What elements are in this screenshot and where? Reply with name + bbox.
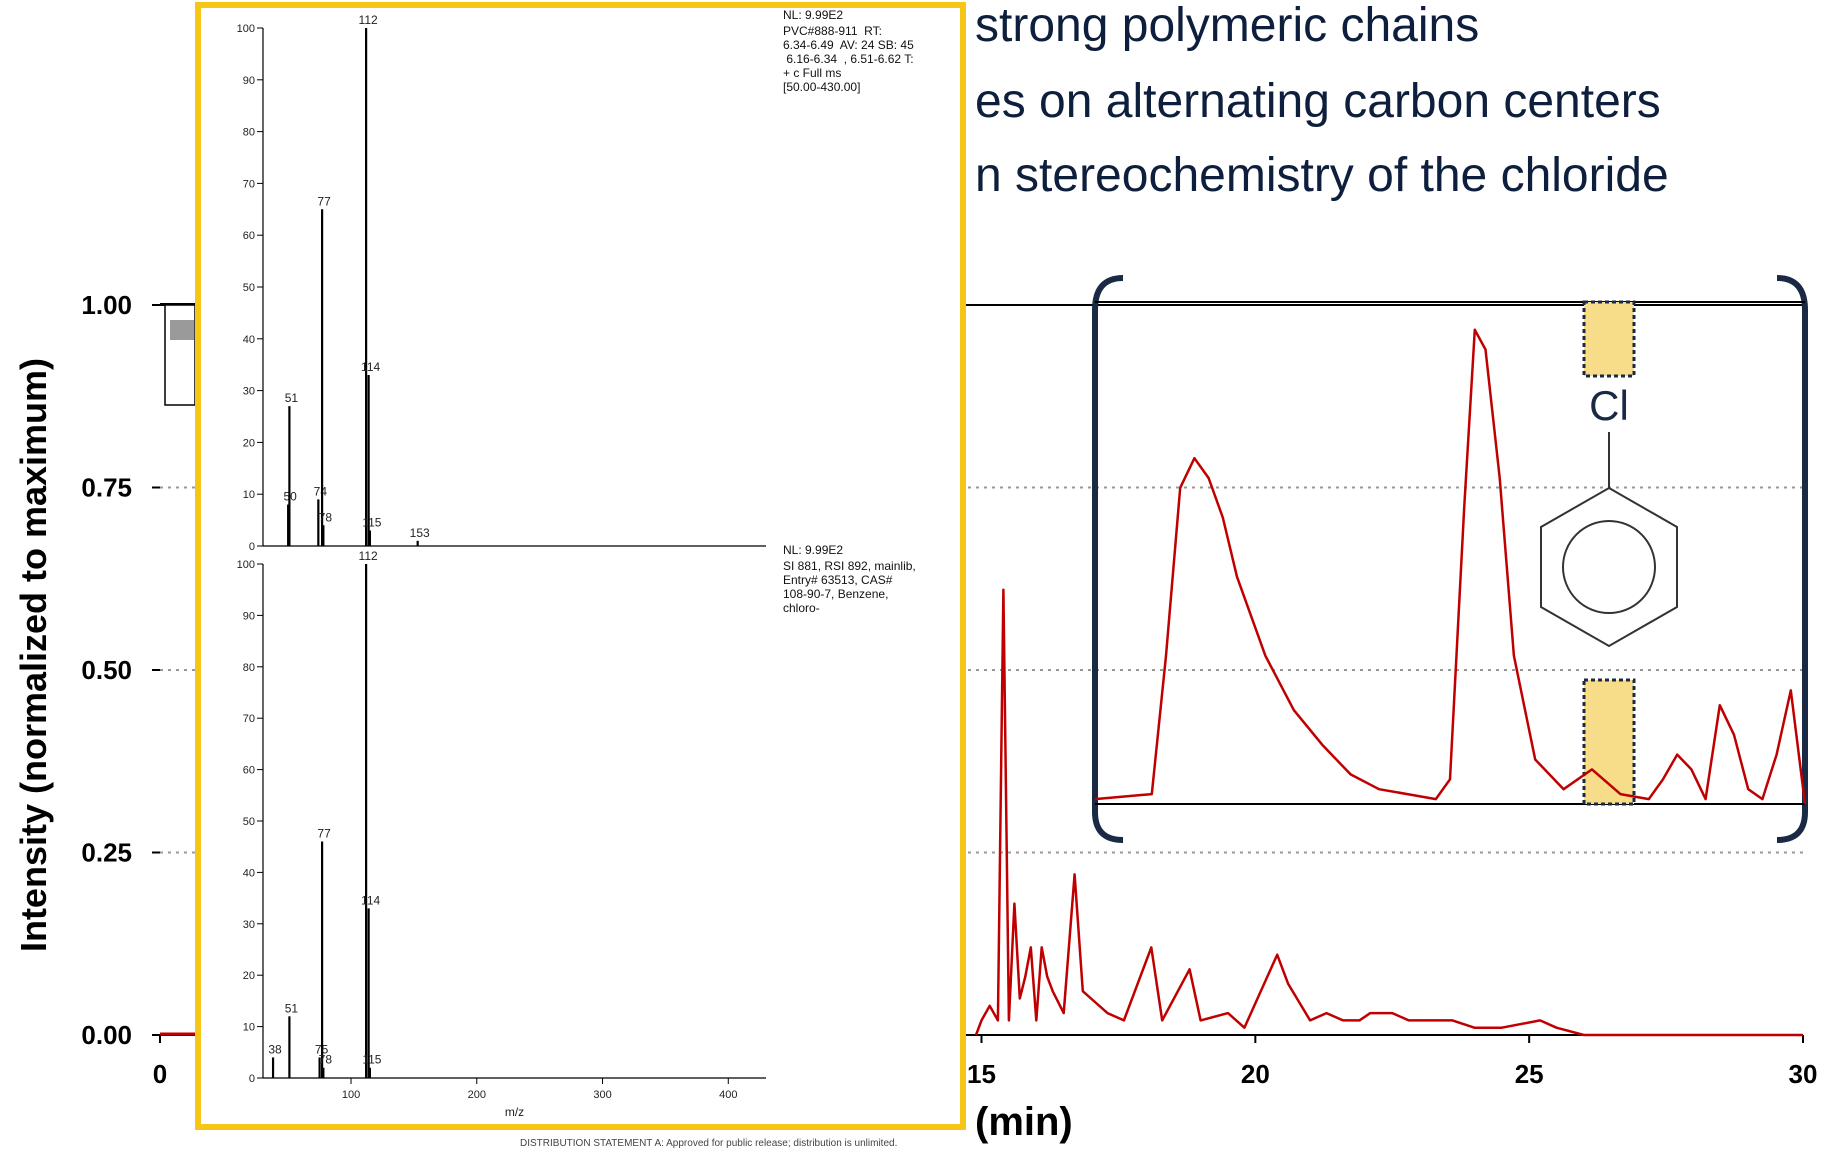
y-tick-label: 1.00 bbox=[81, 290, 132, 320]
x-tick-label: 30 bbox=[1789, 1059, 1818, 1089]
chromatogram-line bbox=[974, 588, 1803, 1037]
ms-y-tick-label: 20 bbox=[243, 437, 255, 449]
ms-y-tick-label: 20 bbox=[243, 970, 255, 982]
ms-y-tick-label: 80 bbox=[243, 127, 255, 139]
ms-y-tick-label: 50 bbox=[243, 816, 255, 828]
ms-y-tick-label: 50 bbox=[243, 282, 255, 294]
inset-brackets bbox=[1092, 275, 1808, 843]
mass-spectra: 0102030405060708090100505174777811211411… bbox=[237, 13, 766, 1119]
ms-y-tick-label: 70 bbox=[243, 178, 255, 190]
ms-y-tick-label: 10 bbox=[243, 489, 255, 501]
chlorobenzene-structure: Cl bbox=[1540, 382, 1678, 648]
chlorine-label: Cl bbox=[1589, 382, 1629, 429]
ms-y-tick-label: 90 bbox=[243, 610, 255, 622]
x-tick-label: 15 bbox=[967, 1059, 996, 1089]
y-axis-label: Intensity (normalized to maximum) bbox=[13, 357, 54, 953]
ms-bottom-nl: NL: 9.99E2 bbox=[783, 543, 844, 557]
ms-top-header: PVC#888-911 RT: 6.34-6.49 AV: 24 SB: 45 … bbox=[783, 24, 914, 94]
bullet-3: n stereochemistry of the chloride bbox=[975, 149, 1669, 202]
ms-bottom-spectrum: 0102030405060708090100385175777811211411… bbox=[237, 549, 766, 1119]
ms-y-tick-label: 100 bbox=[237, 23, 255, 35]
ms-peak-label: 153 bbox=[410, 526, 430, 540]
x-axis-label: (min) bbox=[975, 1100, 1073, 1144]
ms-y-tick-label: 70 bbox=[243, 713, 255, 725]
ms-top-nl: NL: 9.99E2 bbox=[783, 8, 844, 22]
y-tick-label: 0.75 bbox=[81, 473, 132, 503]
ms-x-tick-label: 400 bbox=[719, 1089, 737, 1101]
ms-y-tick-label: 80 bbox=[243, 662, 255, 674]
highlight-top bbox=[1582, 300, 1636, 378]
ms-peak-label: 112 bbox=[359, 13, 378, 27]
ms-peak-label: 115 bbox=[362, 515, 381, 529]
ms-x-tick-label: 200 bbox=[468, 1089, 486, 1101]
slide-bullets: strong polymeric chains es on alternatin… bbox=[0, 0, 1837, 240]
ms-y-tick-label: 90 bbox=[243, 75, 255, 87]
inset-line bbox=[1094, 328, 1807, 805]
ms-peak-label: 114 bbox=[361, 893, 380, 907]
ms-peak-label: 78 bbox=[319, 1053, 333, 1067]
ms-peak-label: 112 bbox=[359, 549, 378, 563]
ms-top-spectrum: 0102030405060708090100505174777811211411… bbox=[237, 13, 766, 553]
y-tick-label: 0.50 bbox=[81, 655, 132, 685]
x-tick-label: 0 bbox=[153, 1059, 167, 1089]
bullet-1: strong polymeric chains bbox=[975, 0, 1480, 52]
ms-peak-label: 78 bbox=[319, 510, 333, 524]
ms-y-tick-label: 60 bbox=[243, 230, 255, 242]
ms-y-tick-label: 60 bbox=[243, 765, 255, 777]
chromatogram-ticks: 0.00 0.25 0.50 0.75 1.00 0 15 20 25 30 bbox=[81, 290, 1817, 1089]
mass-spectrum-panel: 0102030405060708090100505174777811211411… bbox=[195, 2, 966, 1130]
ms-y-tick-label: 0 bbox=[249, 541, 255, 553]
ms-bottom-header: SI 881, RSI 892, mainlib, Entry# 63513, … bbox=[783, 559, 916, 615]
ms-peak-label: 51 bbox=[285, 391, 299, 405]
ms-peak-label: 77 bbox=[317, 194, 331, 208]
chromatogram-series bbox=[160, 588, 1803, 1037]
inset-series bbox=[1094, 328, 1807, 805]
y-tick-label: 0.25 bbox=[81, 838, 132, 868]
ms-y-tick-label: 40 bbox=[243, 334, 255, 346]
ms-peak-label: 74 bbox=[314, 484, 328, 498]
x-tick-label: 20 bbox=[1241, 1059, 1270, 1089]
ms-peak-label: 115 bbox=[362, 1053, 381, 1067]
y-tick-label: 0.00 bbox=[81, 1020, 132, 1050]
ms-y-tick-label: 40 bbox=[243, 867, 255, 879]
ms-y-tick-label: 30 bbox=[243, 386, 255, 398]
ms-y-tick-label: 30 bbox=[243, 919, 255, 931]
ms-peak-label: 77 bbox=[317, 827, 331, 841]
ms-peak-label: 114 bbox=[361, 360, 380, 374]
bullet-2: es on alternating carbon centers bbox=[975, 75, 1661, 128]
ms-y-tick-label: 10 bbox=[243, 1022, 255, 1034]
ms-peak-label: 38 bbox=[268, 1042, 282, 1056]
ms-y-tick-label: 0 bbox=[249, 1073, 255, 1085]
distribution-statement: DISTRIBUTION STATEMENT A: Approved for p… bbox=[520, 1138, 898, 1149]
legend-stub bbox=[160, 303, 200, 406]
inset-zoom-chart: Cl bbox=[1092, 275, 1808, 843]
ms-x-tick-label: 300 bbox=[593, 1089, 611, 1101]
ms-peak-label: 51 bbox=[285, 1001, 299, 1015]
ms-y-tick-label: 100 bbox=[237, 559, 255, 571]
x-tick-label: 25 bbox=[1515, 1059, 1544, 1089]
y-axis-label-container: Intensity (normalized to maximum) bbox=[4, 270, 64, 1040]
ms-x-tick-label: 100 bbox=[342, 1089, 360, 1101]
ms-x-axis-label: m/z bbox=[505, 1105, 524, 1119]
